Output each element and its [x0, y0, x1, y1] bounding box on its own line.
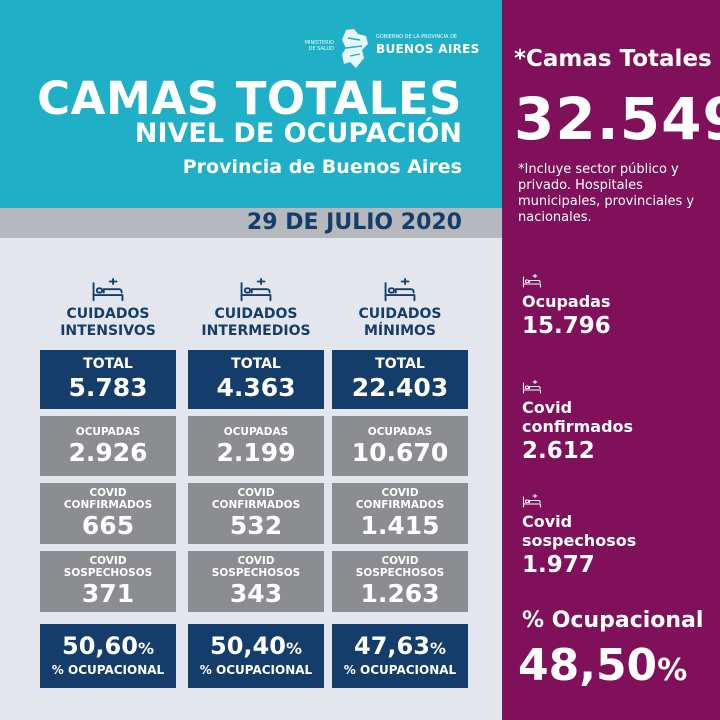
total-box-intensivos: TOTAL 5.783	[40, 350, 176, 409]
covid-conf-label-line1: COVID	[237, 487, 275, 499]
hospital-bed-icon	[383, 278, 417, 302]
summary-ocupadas-value: 15.796	[522, 313, 611, 339]
covid-conf-value: 1.415	[360, 511, 440, 540]
total-value: 5.783	[68, 373, 148, 402]
hospital-bed-icon	[239, 278, 273, 302]
summary-covid-confirmados: Covid confirmados 2.612	[522, 380, 633, 466]
column-label-line2: MÍNIMOS	[364, 323, 436, 339]
summary-pct-value: 48,50%	[518, 640, 688, 691]
summary-covid-sosp-label-line2: sospechosos	[522, 531, 637, 550]
ocupadas-label: OCUPADAS	[367, 426, 433, 438]
summary-ocupadas-label: Ocupadas	[522, 292, 611, 311]
column-header-minimos: CUIDADOS MÍNIMOS	[326, 278, 474, 340]
column-label-line2: INTENSIVOS	[60, 323, 156, 339]
covid-sosp-label-line2: SOSPECHOSOS	[211, 567, 301, 579]
pct-box-intermedios: 50,40% % OCUPACIONAL	[188, 624, 324, 688]
pct-label: % OCUPACIONAL	[199, 663, 313, 677]
summary-covid-conf-value: 2.612	[522, 438, 595, 464]
covid-sosp-value: 1.263	[360, 579, 440, 608]
column-header-intensivos: CUIDADOS INTENSIVOS	[34, 278, 182, 340]
covid-confirmados-box-intensivos: COVID CONFIRMADOS 665	[40, 483, 176, 544]
ocupadas-value: 2.199	[216, 438, 296, 467]
summary-covid-conf-label-line2: confirmados	[522, 417, 634, 436]
ocupadas-value: 10.670	[351, 438, 449, 467]
logo-province-text: BUENOS AIRES	[376, 42, 480, 56]
covid-sosp-label-line1: COVID	[89, 555, 127, 567]
summary-covid-sosp-label-line1: Covid	[522, 512, 573, 531]
covid-confirmados-box-intermedios: COVID CONFIRMADOS 532	[188, 483, 324, 544]
ocupadas-label: OCUPADAS	[75, 426, 141, 438]
pct-box-intensivos: 50,60% % OCUPACIONAL	[40, 624, 176, 688]
header-banner: MINISTERIO DE SALUD GOBIERNO DE LA PROVI…	[0, 0, 502, 208]
covid-conf-value: 665	[81, 511, 135, 540]
hospital-bed-icon	[522, 494, 542, 508]
total-value: 4.363	[216, 373, 296, 402]
province-map-icon	[342, 29, 368, 68]
total-label: TOTAL	[83, 356, 133, 372]
summary-pct-title: % Ocupacional	[522, 608, 704, 633]
ocupadas-box-intermedios: OCUPADAS 2.199	[188, 416, 324, 476]
logo-government-text: GOBIERNO DE LA PROVINCIA DE	[376, 34, 458, 40]
covid-sosp-value: 371	[81, 579, 135, 608]
report-date: 29 DE JULIO 2020	[246, 210, 462, 235]
pct-box-minimos: 47,63% % OCUPACIONAL	[332, 624, 468, 688]
main-subtitle: NIVEL DE OCUPACIÓN	[134, 118, 462, 149]
summary-covid-sosp-value: 1.977	[522, 552, 595, 578]
covid-sospechosos-box-minimos: COVID SOSPECHOSOS 1.263	[332, 551, 468, 612]
column-header-intermedios: CUIDADOS INTERMEDIOS	[182, 278, 330, 340]
summary-note: *Incluye sector público y privado. Hospi…	[518, 162, 695, 225]
covid-conf-label-line1: COVID	[381, 487, 419, 499]
total-label: TOTAL	[375, 356, 425, 372]
total-value: 22.403	[351, 373, 449, 402]
summary-title: *Camas Totales	[514, 46, 712, 72]
pct-value: 50,60%	[62, 632, 154, 660]
hospital-bed-icon	[522, 274, 542, 288]
summary-total: 32.549	[514, 85, 720, 153]
summary-panel: *Camas Totales 32.549 *Incluye sector pú…	[502, 0, 720, 720]
summary-covid-conf-label-line1: Covid	[522, 398, 573, 417]
ocupadas-box-intensivos: OCUPADAS 2.926	[40, 416, 176, 476]
total-box-minimos: TOTAL 22.403	[332, 350, 468, 409]
covid-conf-label-line1: COVID	[89, 487, 127, 499]
column-label-line1: CUIDADOS	[358, 306, 442, 322]
region-title: Provincia de Buenos Aires	[182, 156, 462, 178]
covid-conf-label-line2: CONFIRMADOS	[355, 499, 445, 511]
pct-value: 47,63%	[354, 632, 446, 660]
covid-sosp-label-line2: SOSPECHOSOS	[355, 567, 445, 579]
covid-conf-value: 532	[229, 511, 283, 540]
column-label-line2: INTERMEDIOS	[201, 323, 311, 339]
logo-ministry-text: MINISTERIO DE SALUD	[304, 40, 334, 52]
ocupadas-box-minimos: OCUPADAS 10.670	[332, 416, 468, 476]
hospital-bed-icon	[522, 380, 542, 394]
ocupadas-value: 2.926	[68, 438, 148, 467]
covid-confirmados-box-minimos: COVID CONFIRMADOS 1.415	[332, 483, 468, 544]
covid-conf-label-line2: CONFIRMADOS	[63, 499, 153, 511]
total-box-intermedios: TOTAL 4.363	[188, 350, 324, 409]
column-label-line1: CUIDADOS	[214, 306, 298, 322]
date-bar: 29 DE JULIO 2020	[0, 208, 502, 238]
covid-sosp-label-line1: COVID	[237, 555, 275, 567]
ocupadas-label: OCUPADAS	[223, 426, 289, 438]
covid-sospechosos-box-intensivos: COVID SOSPECHOSOS 371	[40, 551, 176, 612]
pct-value: 50,40%	[210, 632, 302, 660]
total-label: TOTAL	[231, 356, 281, 372]
hospital-bed-icon	[91, 278, 125, 302]
summary-ocupadas: Ocupadas 15.796	[522, 274, 611, 341]
covid-sosp-label-line2: SOSPECHOSOS	[63, 567, 153, 579]
government-logo: MINISTERIO DE SALUD GOBIERNO DE LA PROVI…	[300, 26, 479, 72]
summary-covid-sospechosos: Covid sospechosos 1.977	[522, 494, 636, 580]
pct-label: % OCUPACIONAL	[51, 663, 165, 677]
column-label-line1: CUIDADOS	[66, 306, 150, 322]
covid-sospechosos-box-intermedios: COVID SOSPECHOSOS 343	[188, 551, 324, 612]
covid-sosp-label-line1: COVID	[381, 555, 419, 567]
covid-conf-label-line2: CONFIRMADOS	[211, 499, 301, 511]
main-title: CAMAS TOTALES	[37, 72, 462, 125]
pct-label: % OCUPACIONAL	[343, 663, 457, 677]
covid-sosp-value: 343	[229, 579, 283, 608]
